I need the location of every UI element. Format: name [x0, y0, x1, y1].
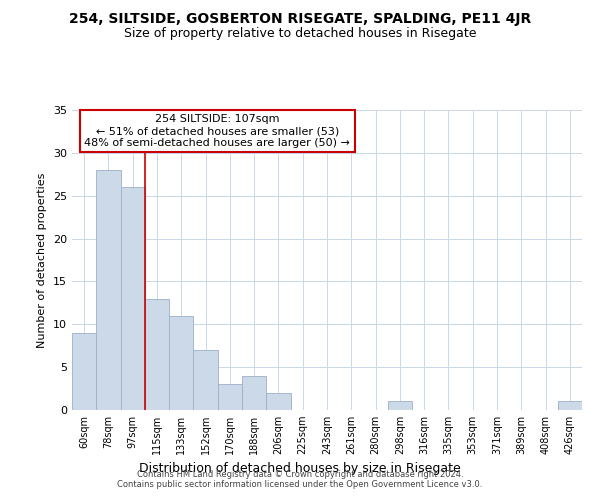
Text: 254 SILTSIDE: 107sqm
← 51% of detached houses are smaller (53)
48% of semi-detac: 254 SILTSIDE: 107sqm ← 51% of detached h… — [85, 114, 350, 148]
Bar — [558, 402, 582, 410]
Bar — [96, 170, 121, 410]
Bar — [266, 393, 290, 410]
Text: Contains HM Land Registry data © Crown copyright and database right 2024.
Contai: Contains HM Land Registry data © Crown c… — [118, 470, 482, 489]
Bar — [121, 187, 145, 410]
Bar — [193, 350, 218, 410]
Bar — [388, 402, 412, 410]
Y-axis label: Number of detached properties: Number of detached properties — [37, 172, 47, 348]
Text: Size of property relative to detached houses in Risegate: Size of property relative to detached ho… — [124, 28, 476, 40]
Text: Distribution of detached houses by size in Risegate: Distribution of detached houses by size … — [139, 462, 461, 475]
Bar — [72, 333, 96, 410]
Bar — [242, 376, 266, 410]
Text: 254, SILTSIDE, GOSBERTON RISEGATE, SPALDING, PE11 4JR: 254, SILTSIDE, GOSBERTON RISEGATE, SPALD… — [69, 12, 531, 26]
Bar — [218, 384, 242, 410]
Bar — [145, 298, 169, 410]
Bar — [169, 316, 193, 410]
